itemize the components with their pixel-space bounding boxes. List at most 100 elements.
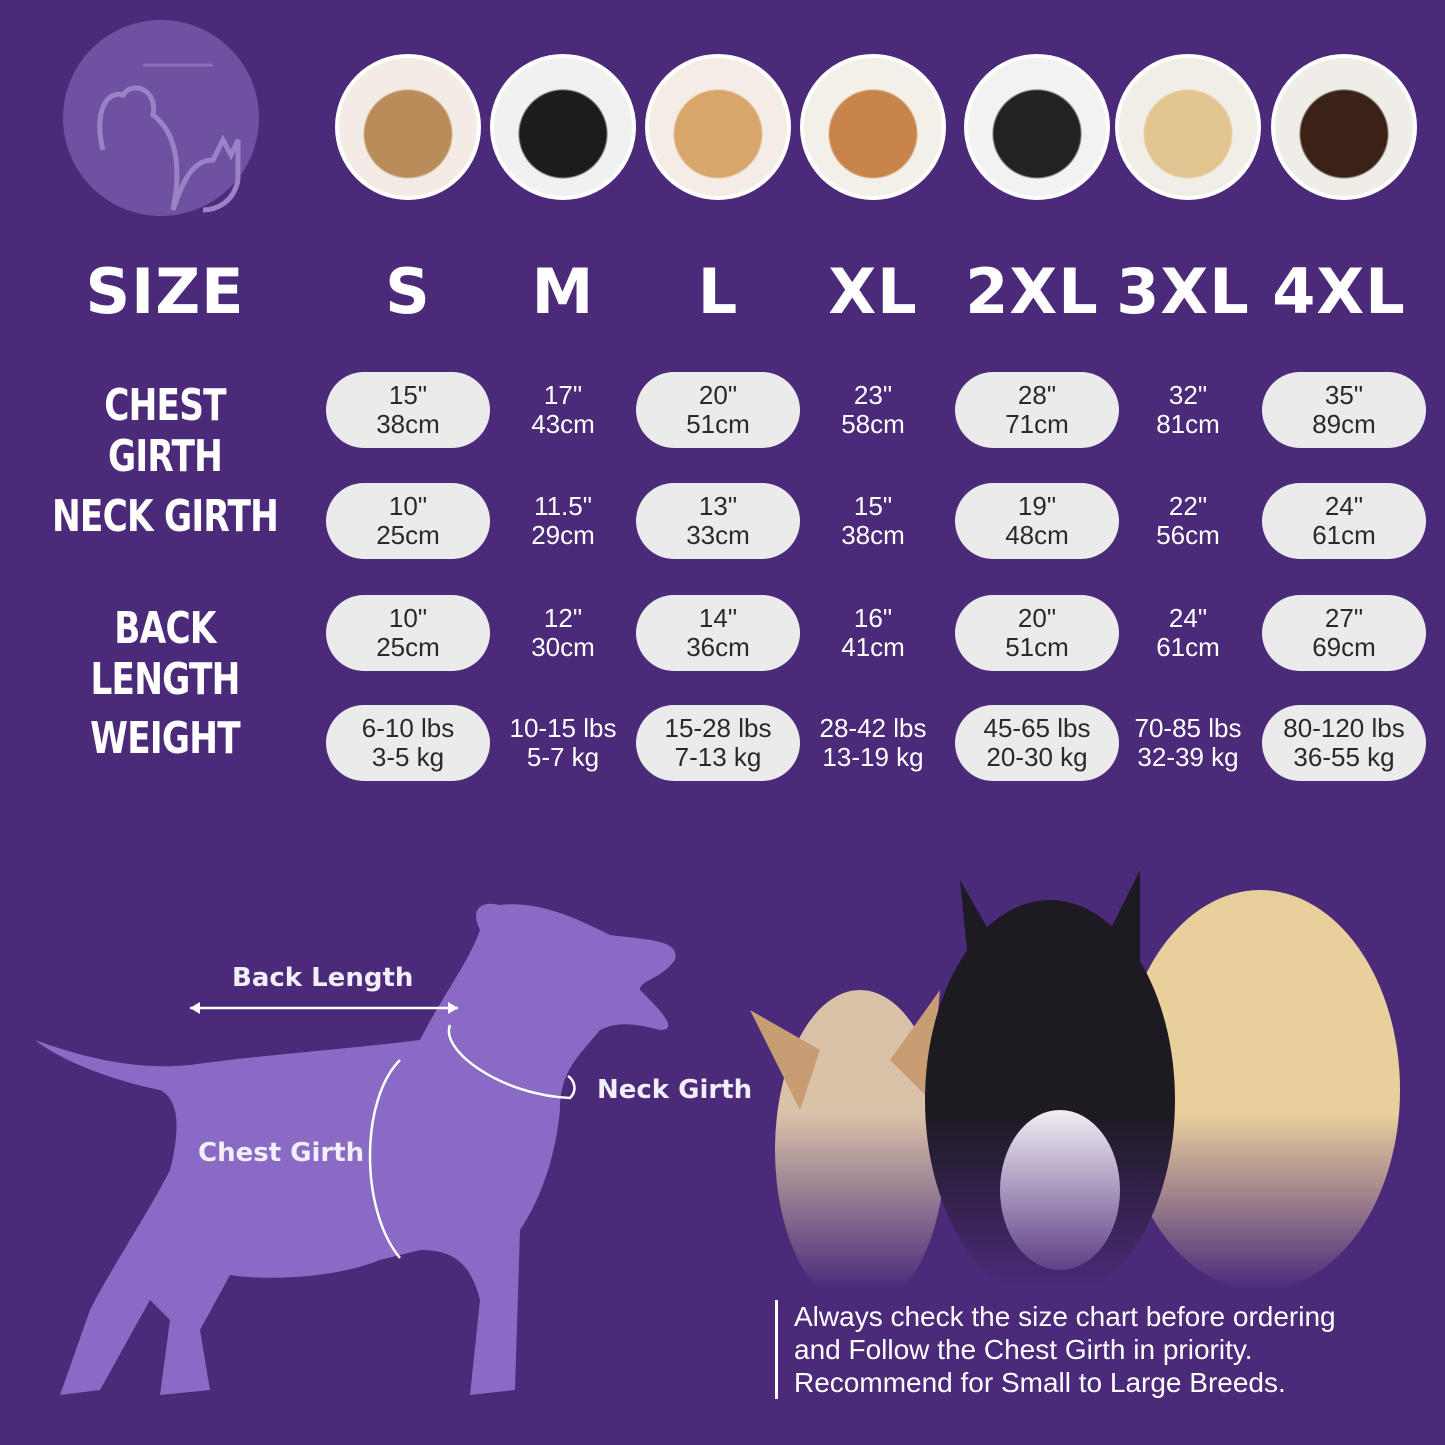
- table-cell: 28-42 lbs 13-19 kg: [791, 705, 955, 781]
- table-cell: 16" 41cm: [791, 595, 955, 671]
- table-cell: 20" 51cm: [955, 595, 1119, 671]
- breed-photo-labrador: [1115, 54, 1261, 200]
- chest-girth-label: Chest Girth: [198, 1138, 365, 1168]
- table-cell: 15" 38cm: [326, 372, 490, 448]
- imperial-value: 15": [853, 491, 893, 521]
- table-cell: 20" 51cm: [636, 372, 800, 448]
- metric-value: 36-55 kg: [1293, 742, 1395, 772]
- imperial-value: 28": [1017, 380, 1057, 410]
- imperial-value: 45-65 lbs: [983, 713, 1091, 743]
- imperial-value: 22": [1168, 491, 1208, 521]
- imperial-value: 10": [388, 603, 428, 633]
- dogs-group-photo: [740, 850, 1400, 1310]
- imperial-value: 70-85 lbs: [1134, 713, 1242, 743]
- table-cell: 22" 56cm: [1106, 483, 1270, 559]
- metric-value: 71cm: [1005, 409, 1069, 439]
- note-line: Always check the size chart before order…: [794, 1301, 1336, 1332]
- table-cell: 45-65 lbs 20-30 kg: [955, 705, 1119, 781]
- imperial-value: 12": [543, 603, 583, 633]
- imperial-value: 16": [853, 603, 893, 633]
- imperial-value: 13": [698, 491, 738, 521]
- metric-value: 69cm: [1312, 632, 1376, 662]
- metric-value: 58cm: [841, 409, 905, 439]
- metric-value: 51cm: [1005, 632, 1069, 662]
- size-3xl: 3XL: [1116, 255, 1250, 328]
- metric-value: 13-19 kg: [822, 742, 924, 772]
- table-cell: 28" 71cm: [955, 372, 1119, 448]
- imperial-value: 27": [1324, 603, 1364, 633]
- metric-value: 38cm: [841, 520, 905, 550]
- table-cell: 6-10 lbs 3-5 kg: [326, 705, 490, 781]
- metric-value: 48cm: [1005, 520, 1069, 550]
- metric-value: 32-39 kg: [1137, 742, 1239, 772]
- imperial-value: 23": [853, 380, 893, 410]
- sizing-note: Always check the size chart before order…: [775, 1300, 1336, 1399]
- row-label: NECK GIRTH: [51, 491, 279, 542]
- metric-value: 51cm: [686, 409, 750, 439]
- imperial-value: 15": [388, 380, 428, 410]
- note-line: and Follow the Chest Girth in priority.: [794, 1334, 1253, 1365]
- table-cell: 10-15 lbs 5-7 kg: [481, 705, 645, 781]
- metric-value: 33cm: [686, 520, 750, 550]
- note-line: Recommend for Small to Large Breeds.: [794, 1367, 1286, 1398]
- table-cell: 10" 25cm: [326, 483, 490, 559]
- imperial-value: 14": [698, 603, 738, 633]
- imperial-value: 20": [698, 380, 738, 410]
- table-cell: 24" 61cm: [1262, 483, 1426, 559]
- table-cell: 14" 36cm: [636, 595, 800, 671]
- table-cell: 12" 30cm: [481, 595, 645, 671]
- table-cell: 17" 43cm: [481, 372, 645, 448]
- metric-value: 81cm: [1156, 409, 1220, 439]
- table-cell: 19" 48cm: [955, 483, 1119, 559]
- size-4xl: 4XL: [1272, 255, 1406, 328]
- imperial-value: 10": [388, 491, 428, 521]
- metric-value: 36cm: [686, 632, 750, 662]
- table-cell: 80-120 lbs 36-55 kg: [1262, 705, 1426, 781]
- imperial-value: 19": [1017, 491, 1057, 521]
- table-cell: 23" 58cm: [791, 372, 955, 448]
- table-cell: 11.5" 29cm: [481, 483, 645, 559]
- breed-photo-boston-terrier: [490, 54, 636, 200]
- metric-value: 61cm: [1312, 520, 1376, 550]
- metric-value: 25cm: [376, 632, 440, 662]
- imperial-value: 6-10 lbs: [361, 713, 455, 743]
- breed-photo-doberman: [1271, 54, 1417, 200]
- pet-logo: [63, 20, 259, 216]
- table-cell: 15" 38cm: [791, 483, 955, 559]
- metric-value: 61cm: [1156, 632, 1220, 662]
- dog-silhouette-diagram: [35, 903, 676, 1395]
- imperial-value: 17": [543, 380, 583, 410]
- size-xl: XL: [828, 255, 918, 328]
- imperial-value: 32": [1168, 380, 1208, 410]
- metric-value: 20-30 kg: [986, 742, 1088, 772]
- neck-girth-label: Neck Girth: [597, 1075, 753, 1105]
- breed-photo-border-collie: [964, 54, 1110, 200]
- imperial-value: 15-28 lbs: [664, 713, 772, 743]
- row-label: CHEST GIRTH: [104, 380, 226, 482]
- size-s: S: [385, 255, 431, 328]
- table-cell: 10" 25cm: [326, 595, 490, 671]
- metric-value: 43cm: [531, 409, 595, 439]
- size-header: SIZE: [85, 255, 245, 328]
- row-label: BACK LENGTH: [90, 603, 240, 705]
- metric-value: 38cm: [376, 409, 440, 439]
- imperial-value: 35": [1324, 380, 1364, 410]
- metric-value: 7-13 kg: [674, 742, 762, 772]
- metric-value: 41cm: [841, 632, 905, 662]
- metric-value: 89cm: [1312, 409, 1376, 439]
- imperial-value: 11.5": [534, 491, 592, 521]
- table-cell: 32" 81cm: [1106, 372, 1270, 448]
- metric-value: 25cm: [376, 520, 440, 550]
- metric-value: 3-5 kg: [371, 742, 445, 772]
- dog-silhouette: [35, 903, 676, 1395]
- dog-cat-icon: [97, 63, 241, 213]
- table-cell: 70-85 lbs 32-39 kg: [1106, 705, 1270, 781]
- breed-photo-cocker-spaniel: [645, 54, 791, 200]
- metric-value: 5-7 kg: [526, 742, 600, 772]
- imperial-value: 80-120 lbs: [1283, 713, 1405, 743]
- size-l: L: [697, 255, 739, 328]
- imperial-value: 10-15 lbs: [509, 713, 617, 743]
- table-cell: 15-28 lbs 7-13 kg: [636, 705, 800, 781]
- table-cell: 35" 89cm: [1262, 372, 1426, 448]
- metric-value: 30cm: [531, 632, 595, 662]
